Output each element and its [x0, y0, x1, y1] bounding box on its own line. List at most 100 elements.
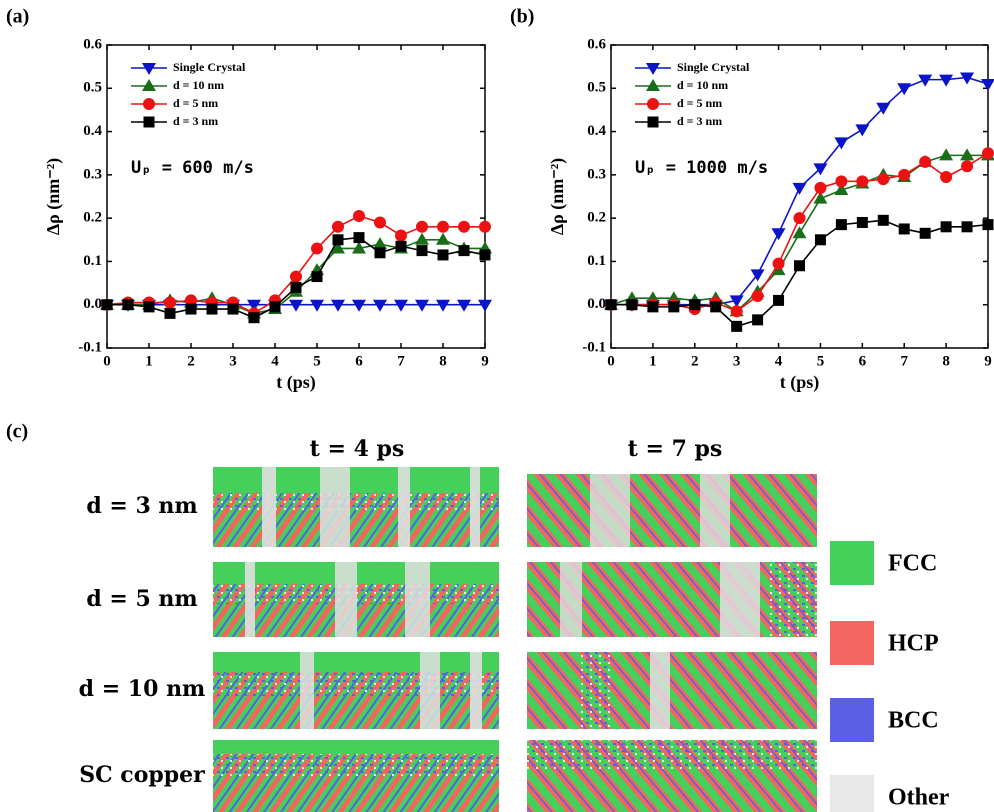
- marker: [248, 312, 260, 324]
- marker: [750, 269, 765, 282]
- marker: [773, 294, 785, 306]
- marker: [960, 148, 975, 161]
- marker: [101, 299, 113, 311]
- legend-marker: [646, 63, 660, 75]
- marker: [227, 303, 239, 315]
- y-tick-label: 0.3: [83, 166, 102, 182]
- marker: [437, 249, 449, 261]
- legend-marker: [142, 63, 156, 75]
- legend-label: d = 3 nm: [173, 114, 218, 128]
- marker: [332, 220, 344, 233]
- legend-swatch: [830, 621, 874, 665]
- marker: [290, 281, 302, 293]
- marker: [269, 301, 281, 313]
- snapshot: [527, 562, 817, 637]
- marker: [626, 299, 638, 311]
- marker: [792, 226, 807, 239]
- y-tick-label: 0.5: [587, 80, 606, 96]
- y-axis-label: Δρ (nm⁻²): [43, 158, 64, 235]
- annotation: Uₚ = 600 m/s: [131, 158, 254, 178]
- x-tick-label: 7: [900, 353, 908, 369]
- marker: [731, 320, 743, 332]
- marker: [185, 294, 197, 307]
- marker: [772, 257, 785, 270]
- y-tick-label: 0.6: [587, 36, 606, 52]
- x-tick-label: 1: [649, 353, 657, 369]
- marker: [416, 220, 428, 233]
- y-tick-label: 0.2: [587, 210, 606, 226]
- marker: [771, 228, 786, 241]
- x-axis-label: t (ps): [780, 372, 820, 393]
- legend-marker: [646, 79, 660, 91]
- marker: [353, 209, 365, 222]
- marker: [353, 232, 365, 244]
- marker: [939, 148, 954, 161]
- snapshot: [527, 740, 817, 812]
- marker: [856, 216, 868, 228]
- y-tick-label: -0.1: [582, 339, 606, 355]
- marker: [897, 83, 912, 96]
- x-tick-label: 6: [859, 353, 867, 369]
- marker: [374, 247, 386, 259]
- x-tick-label: 3: [229, 353, 237, 369]
- marker: [331, 299, 345, 312]
- y-tick-label: 0.0: [587, 296, 606, 312]
- legend-label: d = 10 nm: [677, 78, 728, 92]
- marker: [311, 271, 323, 283]
- x-tick-label: 9: [984, 353, 992, 369]
- y-tick-label: 0.1: [587, 253, 606, 269]
- x-tick-label: 4: [271, 353, 279, 369]
- marker: [919, 155, 932, 168]
- marker: [289, 299, 303, 312]
- legend-label: d = 3 nm: [677, 114, 722, 128]
- legend-swatch: [830, 775, 874, 812]
- marker: [689, 299, 701, 311]
- row-label: d = 10 nm: [79, 676, 206, 702]
- marker: [855, 124, 870, 137]
- legend-label: d = 5 nm: [173, 96, 218, 110]
- y-tick-label: 0.3: [587, 166, 606, 182]
- marker: [206, 303, 218, 315]
- legend-swatch: [830, 541, 874, 585]
- marker: [982, 219, 994, 231]
- legend-marker: [647, 98, 659, 110]
- x-tick-label: 0: [607, 353, 615, 369]
- marker: [332, 234, 344, 246]
- marker: [395, 240, 407, 252]
- marker: [814, 234, 826, 246]
- legend-marker: [143, 98, 155, 110]
- marker: [898, 223, 910, 235]
- marker: [458, 245, 470, 257]
- marker: [437, 220, 449, 233]
- marker: [940, 171, 953, 184]
- marker: [898, 168, 911, 181]
- marker: [961, 160, 974, 173]
- snapshot: [213, 740, 499, 812]
- marker: [647, 301, 659, 313]
- marker: [352, 241, 366, 254]
- legend-marker: [142, 79, 156, 91]
- marker: [668, 301, 680, 313]
- marker: [373, 299, 387, 312]
- series-line: [106, 215, 485, 315]
- legend-label: Single Crystal: [677, 60, 750, 74]
- y-tick-label: 0.5: [83, 80, 102, 96]
- marker: [835, 219, 847, 231]
- y-tick-label: 0.6: [83, 36, 102, 52]
- panel-label: (a): [6, 6, 29, 28]
- marker: [605, 299, 617, 311]
- marker: [374, 216, 386, 229]
- marker: [752, 314, 764, 326]
- marker: [919, 227, 931, 239]
- marker: [164, 296, 176, 309]
- legend-label: Other: [888, 785, 950, 811]
- x-tick-label: 5: [817, 353, 825, 369]
- marker: [793, 212, 806, 225]
- marker: [122, 299, 134, 311]
- row-label: d = 5 nm: [86, 586, 197, 612]
- marker: [751, 290, 764, 303]
- x-tick-label: 6: [355, 353, 363, 369]
- marker: [310, 299, 324, 312]
- snapshot: [213, 467, 499, 547]
- legend-marker: [647, 116, 659, 128]
